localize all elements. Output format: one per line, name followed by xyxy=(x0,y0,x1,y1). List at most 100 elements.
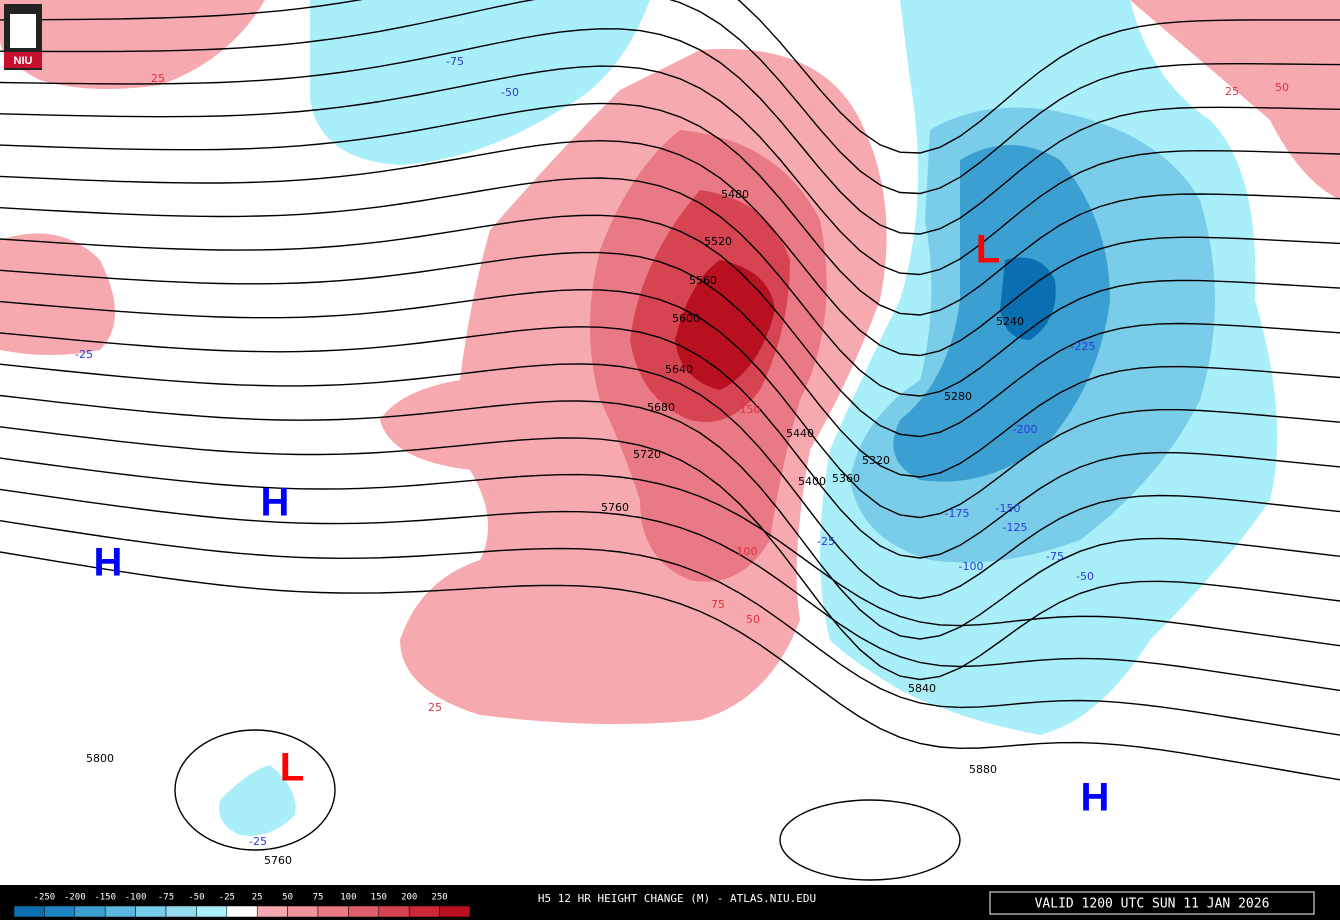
change-label: -25 xyxy=(75,348,93,361)
legend-label: -250 xyxy=(34,893,56,903)
legend-label: 150 xyxy=(371,893,387,903)
height-label: 5760 xyxy=(264,854,292,867)
legend-swatch xyxy=(378,905,410,918)
pressure-center: L xyxy=(280,746,304,790)
height-contour xyxy=(0,288,1340,519)
height-contour xyxy=(0,139,1340,357)
legend-label: -150 xyxy=(94,893,116,903)
legend-swatch xyxy=(196,905,228,918)
increase-area xyxy=(675,260,775,390)
legend-label: 50 xyxy=(282,893,293,903)
change-label: -225 xyxy=(1071,340,1096,353)
height-label: 5320 xyxy=(862,454,890,467)
legend-swatch xyxy=(348,905,380,918)
change-label: 25 xyxy=(151,72,165,85)
height-label: 5800 xyxy=(86,752,114,765)
height-contour xyxy=(0,65,1340,276)
logo-band xyxy=(4,52,42,68)
increase-area xyxy=(1130,0,1340,200)
legend-swatch xyxy=(13,905,45,918)
legend-swatch xyxy=(317,905,349,918)
height-label: 5880 xyxy=(969,763,997,776)
height-contour xyxy=(0,0,1340,154)
height-label: 5360 xyxy=(832,472,860,485)
height-label: 5760 xyxy=(601,501,629,514)
change-label: 25 xyxy=(428,701,442,714)
legend-swatch xyxy=(44,905,76,918)
logo: NIU xyxy=(4,4,42,70)
height-label: 5440 xyxy=(786,427,814,440)
height-contour xyxy=(0,251,1340,478)
legend-label: 100 xyxy=(340,893,356,903)
change-label: -25 xyxy=(817,535,835,548)
height-contour xyxy=(0,102,1340,316)
pressure-center: H xyxy=(1081,776,1110,820)
valid-box xyxy=(989,891,1315,915)
pressure-center: H xyxy=(94,541,123,585)
increase-area xyxy=(0,0,265,89)
height-contour xyxy=(0,326,1340,559)
legend-swatch xyxy=(287,905,319,918)
change-label: -75 xyxy=(1046,550,1064,563)
height-label: 5720 xyxy=(633,448,661,461)
legend-label: -75 xyxy=(158,893,174,903)
legend-swatch xyxy=(408,905,440,918)
height-label: 5400 xyxy=(798,475,826,488)
height-contour xyxy=(174,729,336,851)
shading xyxy=(0,0,1340,836)
change-label: -50 xyxy=(1076,570,1094,583)
height-contour xyxy=(0,177,1340,397)
height-label: 5640 xyxy=(665,363,693,376)
legend-swatch xyxy=(104,905,136,918)
change-label: -50 xyxy=(501,86,519,99)
logo-text: NIU xyxy=(14,55,33,67)
legend-swatch xyxy=(256,905,288,918)
pressure-center: H xyxy=(261,481,290,525)
change-label: 25 xyxy=(1225,85,1239,98)
height-contour xyxy=(0,426,1340,681)
legend-label: -50 xyxy=(188,893,204,903)
height-label: 5280 xyxy=(944,390,972,403)
change-label: -200 xyxy=(1013,423,1038,436)
height-contour xyxy=(0,0,1340,195)
height-contour xyxy=(0,551,1340,781)
legend-label: 75 xyxy=(313,893,324,903)
height-contour xyxy=(0,28,1340,235)
change-label: 75 xyxy=(711,598,725,611)
legend-swatch xyxy=(135,905,167,918)
legend-swatch xyxy=(74,905,106,918)
height-contour xyxy=(0,214,1340,438)
legend-label: -200 xyxy=(64,893,86,903)
pressure-center: L xyxy=(976,228,1000,272)
legend-swatch xyxy=(165,905,197,918)
change-label: 50 xyxy=(1275,81,1289,94)
change-label: -150 xyxy=(996,502,1021,515)
change-label: 50 xyxy=(746,613,760,626)
legend-label: 200 xyxy=(401,893,417,903)
change-label: 150 xyxy=(740,403,761,416)
decrease-area xyxy=(219,765,296,836)
legend-label: 25 xyxy=(252,893,263,903)
height-contour xyxy=(0,457,1340,647)
change-label: -75 xyxy=(446,55,464,68)
change-label: -25 xyxy=(249,835,267,848)
change-label: -175 xyxy=(945,507,970,520)
height-label: 5840 xyxy=(908,682,936,695)
height-contour xyxy=(779,799,961,881)
height-contour xyxy=(0,363,1340,600)
change-label: -100 xyxy=(959,560,984,573)
legend-swatch xyxy=(439,905,471,918)
legend-swatch xyxy=(226,905,258,918)
valid-time: VALID 1200 UTC SUN 11 JAN 2026 xyxy=(1035,897,1270,912)
height-label: 5560 xyxy=(689,274,717,287)
change-label: -125 xyxy=(1003,521,1028,534)
legend-label: -100 xyxy=(125,893,147,903)
change-label: 100 xyxy=(737,545,758,558)
height-label: 5480 xyxy=(721,188,749,201)
height-contours xyxy=(0,0,1340,881)
height-contour xyxy=(0,488,1340,692)
legend-label: -25 xyxy=(219,893,235,903)
height-label: 5520 xyxy=(704,235,732,248)
height-label: 5240 xyxy=(996,315,1024,328)
